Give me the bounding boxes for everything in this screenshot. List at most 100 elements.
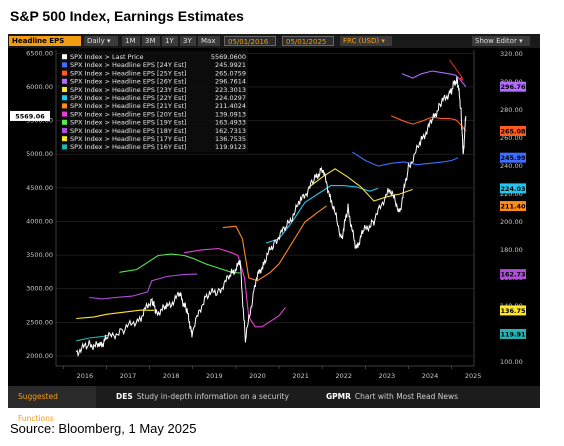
chevron-down-icon: ▾ — [106, 37, 111, 45]
bloomberg-terminal: Headline EPS Daily ▾ 1M 3M 1Y 3Y Max 05/… — [8, 34, 540, 423]
legend-swatch — [62, 111, 67, 117]
range-3y-button[interactable]: 3Y — [180, 36, 196, 46]
right-value-box — [500, 269, 526, 280]
left-tick-label: 6500.00 — [26, 49, 53, 57]
legend-swatch — [62, 136, 67, 142]
left-tick-label: 6000.00 — [26, 83, 53, 91]
price-label-box — [10, 110, 50, 121]
legend-swatch — [62, 119, 67, 125]
legend-value: 224.0297 — [215, 94, 246, 102]
x-tick-label: 2024 — [422, 372, 439, 380]
right-value-box — [500, 328, 526, 339]
period-select[interactable]: Daily ▾ — [84, 36, 118, 46]
period-label: Daily — [87, 37, 105, 45]
suggested-functions-bar: Suggested Functions DES Study in-depth in… — [8, 386, 540, 423]
function-code: GPMR — [326, 392, 351, 401]
eps-series-line — [184, 247, 286, 328]
legend-label: SPX Index > Headline EPS [24Y Est] — [70, 61, 186, 69]
legend-swatch — [62, 103, 67, 109]
right-value-label: 296.76 — [500, 83, 526, 91]
right-tick-label: 240.00 — [500, 162, 523, 170]
currency-select[interactable]: FRC (USD) ▾ — [340, 36, 392, 46]
x-tick-label: 2017 — [120, 372, 137, 380]
toolbar: Headline EPS Daily ▾ 1M 3M 1Y 3Y Max 05/… — [8, 34, 540, 48]
x-tick-label: 2020 — [249, 372, 266, 380]
function-des[interactable]: DES Study in-depth information on a secur… — [116, 386, 289, 408]
legend-value: 136.7535 — [215, 135, 246, 143]
right-value-box — [500, 201, 526, 212]
left-tick-label: 2000.00 — [26, 352, 53, 360]
left-tick-label: 3500.00 — [26, 251, 53, 259]
legend-label: SPX Index > Headline EPS [22Y Est] — [70, 94, 186, 102]
x-tick-label: 2019 — [206, 372, 223, 380]
right-tick-label: 200.00 — [500, 218, 523, 226]
x-tick-label: 2016 — [77, 372, 94, 380]
range-1m-button[interactable]: 1M — [122, 36, 140, 46]
legend-label: SPX Index > Last Price — [70, 53, 144, 61]
price-label: 5569.06 — [15, 112, 45, 120]
right-tick-label: 180.00 — [500, 246, 523, 254]
legend-label: SPX Index > Headline EPS [16Y Est] — [70, 143, 186, 151]
function-gpmr[interactable]: GPMR Chart with Most Read News — [326, 386, 458, 408]
legend-box — [60, 51, 248, 153]
legend-value: 139.0913 — [215, 110, 246, 118]
legend-swatch — [62, 144, 67, 150]
legend-value: 296.7614 — [215, 78, 246, 86]
right-value-label: 211.40 — [500, 203, 526, 211]
show-editor-button[interactable]: Show Editor ▾ — [472, 36, 530, 46]
x-tick-label: 2018 — [163, 372, 180, 380]
eps-series-line — [89, 273, 198, 300]
annotation-arrow — [449, 59, 463, 79]
right-value-label: 162.73 — [500, 271, 525, 279]
legend-swatch — [62, 128, 67, 133]
eps-series-line — [119, 253, 241, 274]
function-code: DES — [116, 392, 133, 401]
legend-label: SPX Index > Headline EPS [17Y Est] — [70, 135, 186, 143]
left-tick-label: 3000.00 — [26, 285, 53, 293]
start-date-input[interactable]: 05/01/2016 — [224, 36, 276, 46]
right-value-box — [500, 152, 526, 163]
right-value-label: 245.99 — [500, 154, 526, 162]
range-1y-button[interactable]: 1Y — [162, 36, 178, 46]
legend-swatch — [62, 87, 67, 92]
right-tick-label: 100.00 — [500, 358, 523, 366]
legend-label: SPX Index > Headline EPS [21Y Est] — [70, 102, 186, 110]
x-tick-label: 2022 — [335, 372, 352, 380]
right-tick-label: 220.00 — [500, 190, 523, 198]
left-tick-label: 2500.00 — [26, 318, 53, 326]
legend-value: 5569.0600 — [211, 53, 246, 61]
page-title: S&P 500 Index, Earnings Estimates — [10, 8, 244, 24]
legend-label: SPX Index > Headline EPS [23Y Est] — [70, 86, 186, 94]
left-tick-label: 4000.00 — [26, 217, 53, 225]
legend-value: 245.9921 — [215, 61, 246, 69]
eps-series-line — [76, 309, 154, 320]
right-value-label: 119.91 — [500, 330, 526, 338]
legend-value: 162.7313 — [215, 127, 246, 135]
right-value-box — [500, 81, 526, 92]
x-tick-label: 2023 — [379, 372, 396, 380]
end-date-input[interactable]: 05/01/2025 — [282, 36, 334, 46]
x-tick-label: 2021 — [292, 372, 309, 380]
legend-value: 223.3013 — [215, 86, 246, 94]
legend-value: 211.4024 — [215, 102, 246, 110]
price-series-line — [75, 76, 467, 358]
right-value-label: 136.75 — [500, 307, 526, 315]
legend-label: SPX Index > Headline EPS [20Y Est] — [70, 110, 186, 118]
right-value-box — [500, 125, 526, 136]
legend-swatch — [62, 62, 67, 68]
eps-series-line — [308, 168, 413, 202]
range-3m-button[interactable]: 3M — [142, 36, 160, 46]
source-note: Source: Bloomberg, 1 May 2025 — [10, 421, 197, 436]
chevron-down-icon: ▾ — [381, 37, 385, 45]
right-value-box — [500, 305, 526, 316]
x-tick-label: 2025 — [465, 372, 482, 380]
security-field[interactable]: Headline EPS — [9, 36, 81, 46]
left-tick-label: 4500.00 — [26, 184, 53, 192]
range-max-button[interactable]: Max — [198, 36, 220, 46]
right-tick-label: 260.00 — [500, 134, 523, 142]
function-label: Chart with Most Read News — [354, 392, 458, 401]
function-label: Study in-depth information on a security — [136, 392, 289, 401]
eps-series-line — [222, 205, 327, 282]
eps-series-line — [390, 115, 467, 132]
chart: 2000.00 2500.00 3000.00 3500.00 4000.00 4500.… — [10, 49, 526, 380]
